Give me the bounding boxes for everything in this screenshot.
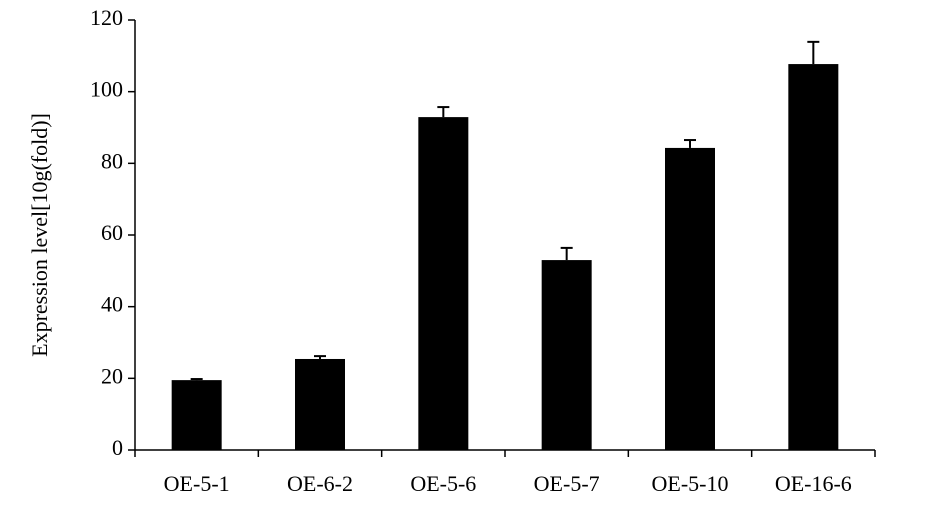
y-tick-label: 40 [101,292,123,317]
y-tick-label: 20 [101,363,123,388]
bar [541,260,592,450]
bar [171,380,222,450]
y-tick-label: 100 [90,77,123,102]
bar [295,358,345,450]
x-tick-label: OE-16-6 [775,471,852,496]
y-tick-label: 80 [101,148,123,173]
bar [665,147,715,451]
bar [418,117,469,450]
x-tick-label: OE-6-2 [287,471,353,496]
y-tick-label: 120 [90,5,123,30]
y-axis-label: Expression level[10g(fold)] [27,113,52,357]
x-tick-label: OE-5-7 [534,471,600,496]
y-tick-label: 0 [112,435,123,460]
bar [788,64,839,450]
y-tick-label: 60 [101,220,123,245]
x-tick-label: OE-5-10 [652,471,729,496]
x-tick-label: OE-5-1 [164,471,230,496]
x-tick-label: OE-5-6 [410,471,476,496]
